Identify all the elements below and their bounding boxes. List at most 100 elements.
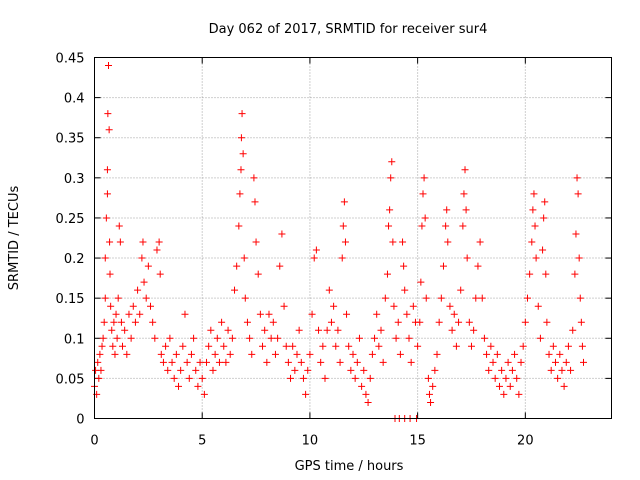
data-point xyxy=(211,350,219,358)
data-point xyxy=(172,350,180,358)
data-point xyxy=(198,374,206,382)
data-point xyxy=(394,318,402,326)
data-point xyxy=(101,254,109,262)
data-point xyxy=(261,326,269,334)
data-point xyxy=(521,318,529,326)
data-point xyxy=(491,374,499,382)
data-point xyxy=(269,318,277,326)
data-point xyxy=(534,302,542,310)
data-point xyxy=(421,214,429,222)
data-point xyxy=(170,374,178,382)
data-point xyxy=(108,326,116,334)
data-point xyxy=(263,358,271,366)
data-point xyxy=(343,310,351,318)
data-point xyxy=(107,302,115,310)
x-tick-label: 0 xyxy=(90,434,98,449)
data-point xyxy=(448,326,456,334)
data-point xyxy=(442,222,450,230)
data-point xyxy=(302,390,310,398)
data-point xyxy=(129,302,137,310)
data-point xyxy=(236,190,244,198)
data-point xyxy=(567,366,575,374)
data-point xyxy=(194,382,202,390)
data-point xyxy=(416,318,424,326)
x-tick-label: 5 xyxy=(198,434,206,449)
data-point xyxy=(564,342,572,350)
y-tick-label: 0.4 xyxy=(64,92,85,107)
data-point xyxy=(134,286,142,294)
data-point xyxy=(529,206,537,214)
data-point xyxy=(419,190,427,198)
data-point xyxy=(433,350,441,358)
data-point xyxy=(105,126,113,134)
data-point xyxy=(536,334,544,342)
data-point xyxy=(556,350,564,358)
data-point xyxy=(251,198,259,206)
data-point xyxy=(355,334,363,342)
data-point xyxy=(254,270,262,278)
data-point xyxy=(385,222,393,230)
data-point xyxy=(239,150,247,158)
data-point xyxy=(541,198,549,206)
data-point xyxy=(540,214,548,222)
data-point xyxy=(358,382,366,390)
data-point xyxy=(450,310,458,318)
data-point xyxy=(106,270,114,278)
data-point xyxy=(287,374,295,382)
x-tick-label: 15 xyxy=(409,434,426,449)
data-point xyxy=(379,358,387,366)
data-point xyxy=(446,302,454,310)
data-point xyxy=(443,206,451,214)
data-point xyxy=(457,286,465,294)
data-point xyxy=(101,294,109,302)
data-point xyxy=(511,350,519,358)
data-point xyxy=(106,238,114,246)
data-points xyxy=(91,62,587,422)
data-point xyxy=(121,326,129,334)
data-point xyxy=(304,366,312,374)
data-point xyxy=(373,310,381,318)
y-tick-label: 0.1 xyxy=(64,332,85,347)
data-point xyxy=(284,358,292,366)
data-point xyxy=(117,318,125,326)
data-point xyxy=(523,294,531,302)
data-point xyxy=(116,238,124,246)
data-point xyxy=(104,110,112,118)
data-point xyxy=(467,342,475,350)
data-point xyxy=(431,366,439,374)
data-point xyxy=(519,342,527,350)
data-point xyxy=(420,174,428,182)
data-point xyxy=(417,278,425,286)
data-point xyxy=(94,358,102,366)
data-point xyxy=(215,358,223,366)
data-point xyxy=(389,238,397,246)
data-point xyxy=(551,358,559,366)
data-point xyxy=(489,358,497,366)
data-point xyxy=(571,270,579,278)
data-point xyxy=(388,158,396,166)
data-point xyxy=(246,334,254,342)
data-point xyxy=(579,358,587,366)
data-point xyxy=(345,342,353,350)
data-point xyxy=(493,350,501,358)
data-point xyxy=(330,302,338,310)
data-point xyxy=(243,318,251,326)
data-point xyxy=(400,262,408,270)
data-point xyxy=(427,398,435,406)
data-point xyxy=(196,358,204,366)
data-point xyxy=(483,350,491,358)
data-point xyxy=(164,366,172,374)
data-point xyxy=(381,294,389,302)
data-point xyxy=(375,342,383,350)
data-point xyxy=(409,302,417,310)
data-point xyxy=(159,358,167,366)
data-point xyxy=(97,366,105,374)
data-point xyxy=(462,206,470,214)
data-point xyxy=(347,366,355,374)
data-point xyxy=(113,334,121,342)
data-point xyxy=(543,318,551,326)
data-point xyxy=(250,174,258,182)
data-point xyxy=(241,294,249,302)
data-point xyxy=(144,262,152,270)
data-point xyxy=(495,382,503,390)
